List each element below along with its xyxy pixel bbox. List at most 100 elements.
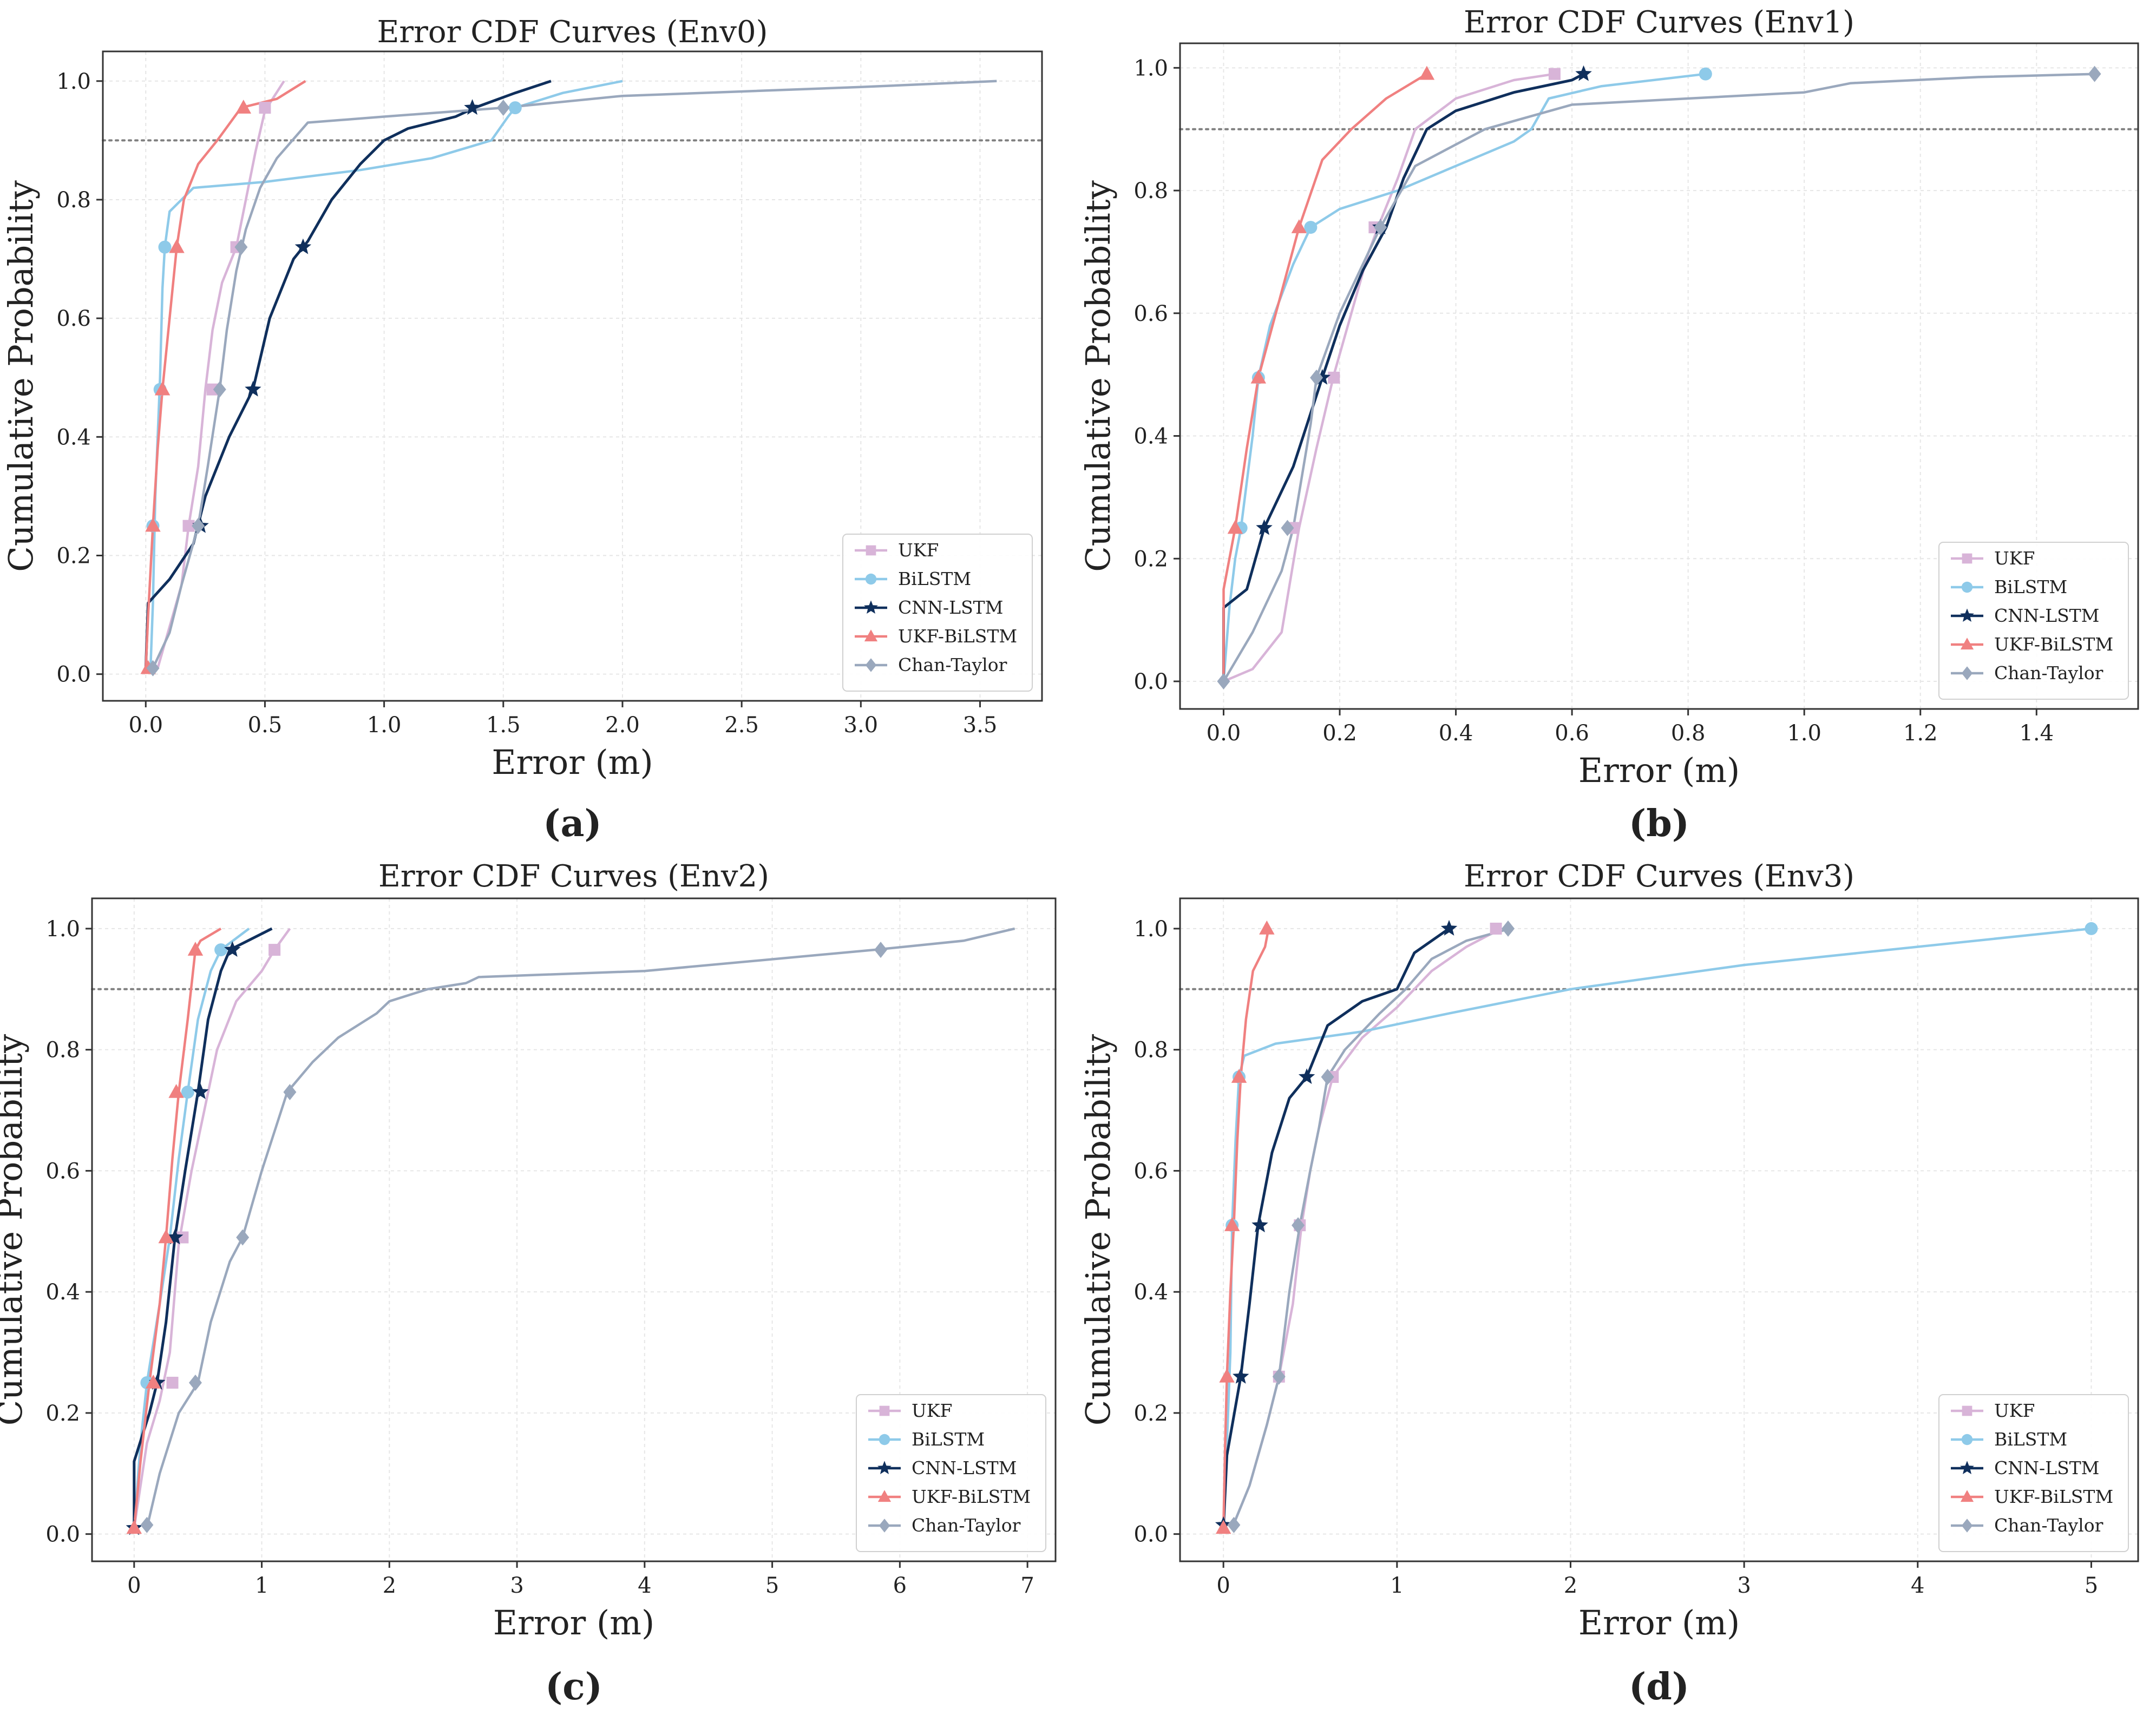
marker-chan-taylor [213,381,226,398]
y-axis-label: Cumulative Probability [1078,180,1118,572]
marker-cnn-lstm [224,941,241,957]
legend-marker [879,1519,890,1533]
x-axis-label: Error (m) [1578,751,1740,790]
series-line-ukf-bilstm [1222,73,1428,681]
marker-chan-taylor [1272,1368,1286,1385]
legend-marker [866,545,876,556]
series-line-chan-taylor [152,80,997,669]
marker-cnn-lstm [245,380,261,397]
marker-cnn-lstm [464,99,481,115]
y-tick-label: 0.6 [56,306,91,331]
legend-box [1938,542,2129,700]
y-tick-label: 0.8 [1133,1038,1168,1063]
marker-ukf-bilstm [1224,1217,1240,1231]
series-line-ukf-bilstm [1222,928,1270,1528]
marker-bilstm [158,240,172,254]
panel-title: Error CDF Curves (Env0) [377,15,768,50]
y-axis-label: Cumulative Probability [1078,1034,1118,1426]
marker-chan-taylor [234,239,248,255]
legend-marker [879,1405,890,1416]
legend-box [856,1394,1046,1552]
legend-marker [1961,666,1973,680]
legend: UKF BiLSTM CNN-LSTM UKF-BiLSTM Chan-Taylor [856,1394,1046,1552]
x-tick-label: 1 [255,1573,268,1598]
legend-marker [1960,638,1974,650]
legend-label: UKF [912,1400,952,1421]
panel-caption: (a) [543,802,601,845]
legend-marker [865,658,877,672]
marker-chan-taylor [283,1083,297,1100]
x-tick-label: 1.5 [486,713,521,738]
marker-bilstm [214,943,228,957]
marker-ukf-bilstm [1259,920,1275,935]
panel-3: 0 1 2 3 4 5 6 7 0.0 0.2 0.4 0.6 0.8 1.0 Error CDF Curv… [0,859,1057,1709]
marker-ukf-bilstm [145,517,161,532]
marker-chan-taylor [188,1374,202,1391]
x-tick-label: 5 [765,1573,779,1598]
marker-ukf-bilstm [1215,1520,1231,1534]
x-tick-label: 0.8 [1671,721,1706,746]
series-line-cnn-lstm [133,927,273,1528]
x-tick-label: 0.5 [248,713,283,738]
marker-ukf-bilstm [169,239,185,253]
y-tick-label: 0.0 [45,1522,80,1547]
marker-ukf [1548,68,1561,80]
marker-ukf [268,944,281,956]
legend-label: CNN-LSTM [898,597,1003,618]
legend-label: CNN-LSTM [1994,1457,2099,1479]
x-tick-label: 2.0 [605,713,640,738]
marker-chan-taylor [1310,369,1323,386]
x-tick-label: 1.4 [2019,721,2054,746]
marker-ukf-bilstm [145,1374,161,1389]
marker-chan-taylor [1374,219,1387,236]
y-tick-label: 1.0 [1133,56,1168,81]
marker-chan-taylor [1227,1516,1241,1533]
legend-label: UKF [1994,548,2035,569]
x-tick-label: 1.0 [1787,721,1821,746]
legend-label: Chan-Taylor [1994,1515,2103,1536]
axes-frame [1179,897,2139,1562]
x-tick-label: 1 [1390,1573,1404,1598]
legend-marker [1961,1434,1973,1445]
panel-caption: (b) [1629,802,1689,845]
marker-bilstm [1304,221,1318,234]
series-line-cnn-lstm [1222,73,1584,681]
marker-ukf-bilstm [1419,65,1435,80]
x-tick-label: 2.5 [724,713,759,738]
marker-ukf [176,1231,189,1244]
marker-bilstm [1699,67,1712,81]
panel-2: 0.0 0.2 0.4 0.6 0.8 1.0 1.2 1.4 0.0 0.2 0.4 0.6 0.8 1… [1078,5,2139,845]
x-tick-label: 1.2 [1903,721,1938,746]
marker-ukf [182,520,195,532]
marker-cnn-lstm [192,1083,209,1099]
y-tick-label: 0.6 [1133,301,1168,326]
legend-label: Chan-Taylor [1994,662,2103,684]
marker-cnn-lstm [1575,65,1592,81]
legend-box [1938,1394,2129,1552]
legend-marker [877,1461,892,1474]
series-line-chan-taylor [1231,927,1510,1529]
marker-cnn-lstm [167,1228,184,1245]
x-tick-label: 4 [1911,1573,1924,1598]
y-tick-label: 0.2 [1133,1401,1168,1426]
marker-cnn-lstm [1298,1068,1315,1084]
x-tick-label: 3 [510,1573,523,1598]
legend-label: CNN-LSTM [1994,605,2099,626]
legend-label: UKF [898,540,939,561]
marker-ukf-bilstm [1227,520,1243,534]
marker-chan-taylor [192,517,205,534]
legend-marker [1960,608,1974,622]
x-tick-label: 2 [1564,1573,1577,1598]
legend-box [842,534,1033,692]
marker-bilstm [2085,922,2098,935]
x-tick-label: 7 [1020,1573,1034,1598]
x-axis-label: Error (m) [492,742,653,782]
marker-ukf [259,102,271,114]
axes-frame [102,50,1043,702]
marker-chan-taylor [1502,920,1515,937]
marker-chan-taylor [1217,673,1230,689]
x-tick-label: 0 [1216,1573,1230,1598]
y-axis-label: Cumulative Probability [1,180,41,572]
y-tick-label: 0.0 [56,662,91,687]
legend: UKF BiLSTM CNN-LSTM UKF-BiLSTM Chan-Taylor [1938,542,2129,700]
